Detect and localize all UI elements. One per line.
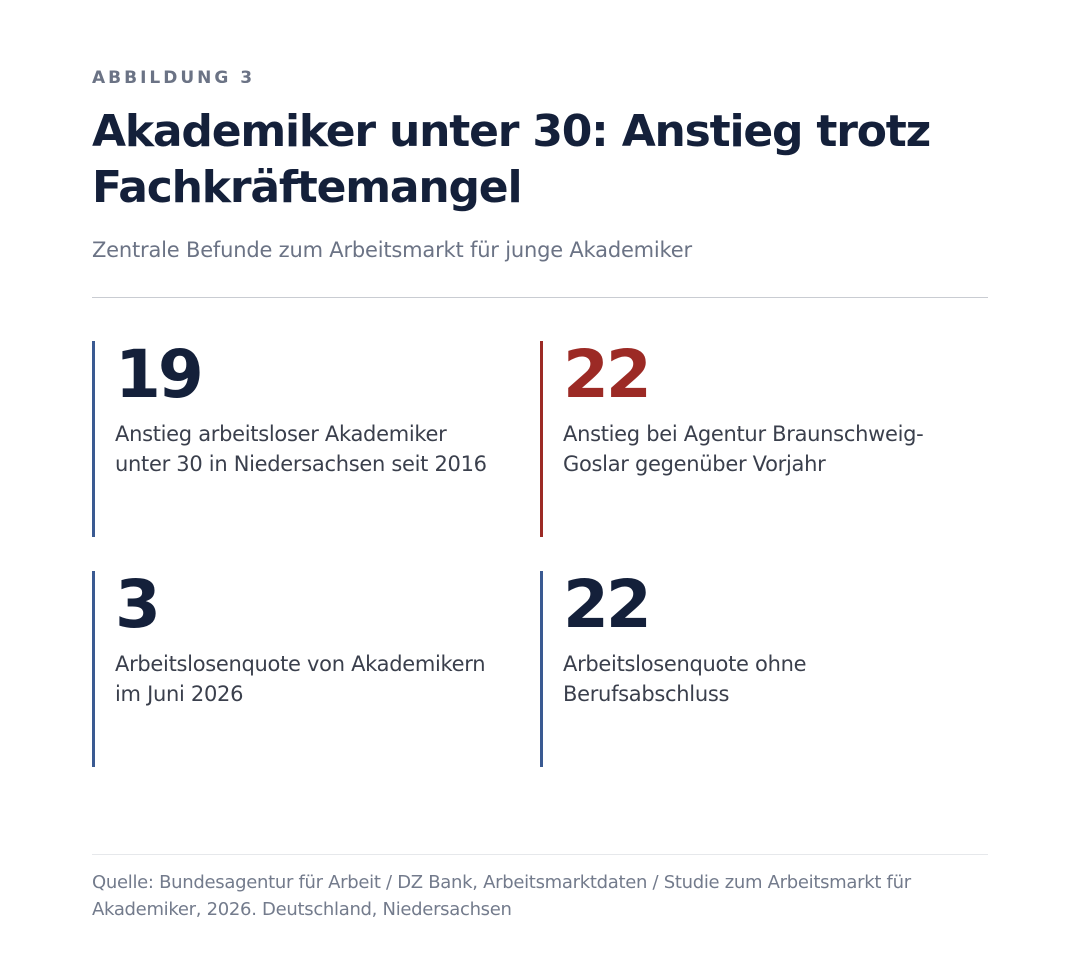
footer-divider <box>92 854 988 855</box>
figure-label: ABBILDUNG 3 <box>92 68 256 88</box>
stat-value: 22 <box>563 336 652 413</box>
header-divider <box>92 297 988 298</box>
figure-title: Akademiker unter 30: Anstieg trotz Fachk… <box>92 106 931 213</box>
stat-card-academic-unemployment-rate: 3 Arbeitslosenquote von Akademikern im J… <box>92 566 492 767</box>
stat-value: 3 <box>115 566 161 643</box>
figure-subtitle: Zentrale Befunde zum Arbeitsmarkt für ju… <box>92 238 692 262</box>
stat-label: Arbeitslosenquote ohne Berufsabschluss <box>563 652 807 706</box>
stat-card-braunschweig-goslar-increase: 22 Anstieg bei Agentur Braunschweig-Gosl… <box>540 336 940 537</box>
stat-card-no-qualification-unemployment-rate: 22 Arbeitslosenquote ohne Berufsabschlus… <box>540 566 940 767</box>
source-note: Quelle: Bundesagentur für Arbeit / DZ Ba… <box>92 872 911 920</box>
stat-label: Anstieg arbeitsloser Akademiker unter 30… <box>115 422 487 476</box>
stat-card-niedersachsen-increase: 19 Anstieg arbeitsloser Akademiker unter… <box>92 336 492 537</box>
stat-label: Anstieg bei Agentur Braunschweig-Goslar … <box>563 422 924 476</box>
stat-value: 22 <box>563 566 652 643</box>
figure-card: ABBILDUNG 3 Akademiker unter 30: Anstieg… <box>92 0 988 958</box>
stat-value: 19 <box>115 336 204 413</box>
stat-label: Arbeitslosenquote von Akademikern im Jun… <box>115 652 486 706</box>
